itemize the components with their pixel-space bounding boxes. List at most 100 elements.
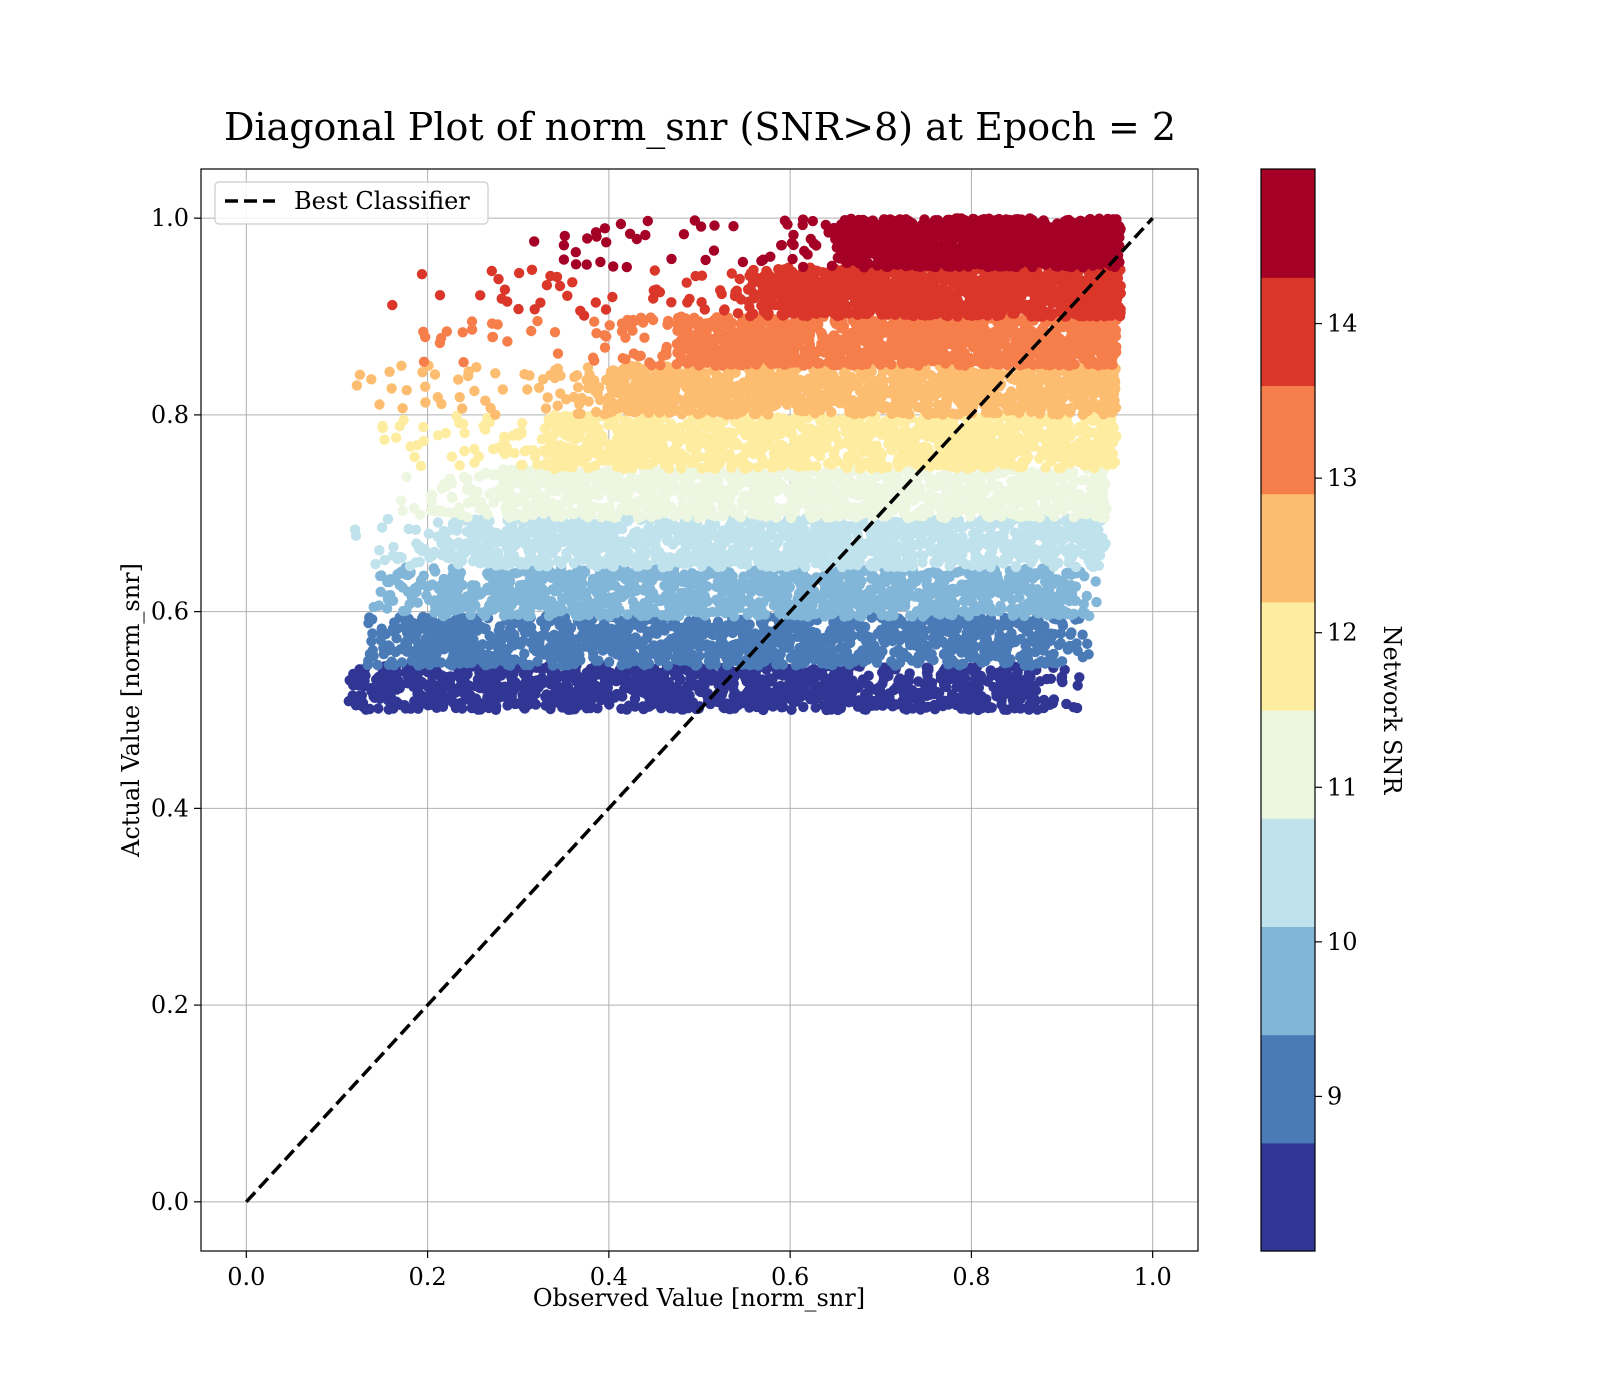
scatter-point xyxy=(915,694,926,705)
scatter-point xyxy=(710,657,721,668)
scatter-point xyxy=(866,612,877,623)
scatter-point xyxy=(905,610,916,621)
scatter-point xyxy=(642,701,653,712)
scatter-point xyxy=(506,677,518,688)
scatter-point xyxy=(489,587,501,598)
scatter-point xyxy=(452,624,463,635)
scatter-point xyxy=(954,660,965,671)
scatter-point xyxy=(551,679,562,690)
scatter-point xyxy=(686,580,697,591)
scatter-point xyxy=(376,623,387,634)
scatter-point xyxy=(379,554,390,566)
scatter-point xyxy=(359,675,370,687)
scatter-point xyxy=(859,621,871,633)
scatter-point xyxy=(629,693,641,704)
scatter-point xyxy=(813,526,825,538)
scatter-point xyxy=(1055,628,1067,639)
scatter-point xyxy=(884,525,895,536)
scatter-point xyxy=(1001,643,1012,655)
scatter-point xyxy=(401,665,412,676)
scatter-point xyxy=(539,541,551,552)
scatter-point xyxy=(939,676,950,687)
scatter-point xyxy=(368,650,379,662)
scatter-point xyxy=(431,625,442,636)
scatter-point xyxy=(1038,639,1049,651)
scatter-point xyxy=(370,558,381,570)
scatter-point xyxy=(993,606,1005,617)
scatter-point xyxy=(1051,658,1062,669)
scatter-point xyxy=(862,654,873,665)
scatter-point xyxy=(470,600,481,611)
scatter-point xyxy=(382,513,394,525)
scatter-point xyxy=(917,601,928,612)
scatter-point xyxy=(765,530,777,541)
scatter-point xyxy=(786,704,797,715)
scatter-point xyxy=(427,646,439,657)
scatter-point xyxy=(444,637,455,648)
scatter-point xyxy=(436,538,447,549)
scatter-point xyxy=(683,697,694,708)
scatter-point xyxy=(527,694,538,706)
scatter-point xyxy=(940,639,952,650)
scatter-point xyxy=(1030,619,1041,631)
scatter-point xyxy=(816,539,827,550)
scatter-point xyxy=(438,525,449,537)
scatter-point xyxy=(673,672,685,683)
scatter-point xyxy=(756,604,767,616)
scatter-point xyxy=(565,622,577,634)
scatter-point xyxy=(813,552,824,564)
scatter-point xyxy=(834,695,845,706)
scatter-point xyxy=(621,565,632,577)
scatter-point xyxy=(1032,704,1043,715)
scatter-point xyxy=(701,639,713,650)
scatter-point xyxy=(825,686,836,698)
scatter-point xyxy=(561,644,573,655)
scatter-point xyxy=(574,569,585,580)
scatter-point xyxy=(1021,567,1032,579)
scatter-point xyxy=(1023,584,1034,596)
scatter-point xyxy=(592,703,603,714)
scatter-point xyxy=(759,643,770,654)
scatter-point xyxy=(1027,604,1038,615)
scatter-point xyxy=(543,530,555,541)
scatter-point xyxy=(501,579,512,590)
scatter-point xyxy=(844,607,855,618)
scatter-point xyxy=(725,529,737,540)
scatter-point xyxy=(642,675,653,686)
scatter-point xyxy=(646,531,657,543)
scatter-point xyxy=(960,595,971,606)
scatter-point xyxy=(636,539,647,550)
scatter-point xyxy=(448,648,459,659)
scatter-point xyxy=(512,698,523,709)
scatter-point xyxy=(906,577,917,588)
scatter-point xyxy=(580,641,591,652)
scatter-point xyxy=(602,554,613,566)
scatter-point xyxy=(1048,648,1059,660)
scatter-point xyxy=(511,531,522,542)
scatter-point xyxy=(1006,628,1017,639)
scatter-point xyxy=(1003,572,1015,584)
scatter-point xyxy=(372,659,383,671)
scatter-point xyxy=(877,678,888,689)
scatter-point xyxy=(818,649,829,660)
scatter-point xyxy=(985,588,996,599)
scatter-point xyxy=(930,629,941,641)
scatter-point xyxy=(611,607,622,619)
scatter-point xyxy=(631,526,643,537)
scatter-point xyxy=(451,539,462,550)
scatter-point xyxy=(505,622,516,634)
scatter-point xyxy=(449,605,460,616)
scatter-point xyxy=(972,629,983,640)
scatter-point xyxy=(586,695,597,706)
scatter-point xyxy=(600,536,612,547)
scatter-point xyxy=(595,638,606,650)
scatter-point xyxy=(927,527,939,539)
scatter-point xyxy=(1074,672,1085,683)
scatter-point xyxy=(783,641,795,653)
scatter-point xyxy=(405,622,416,634)
scatter-point xyxy=(918,649,929,661)
scatter-point xyxy=(375,570,386,582)
scatter-point xyxy=(863,680,874,691)
scatter-point xyxy=(593,597,605,608)
scatter-point xyxy=(431,657,442,668)
